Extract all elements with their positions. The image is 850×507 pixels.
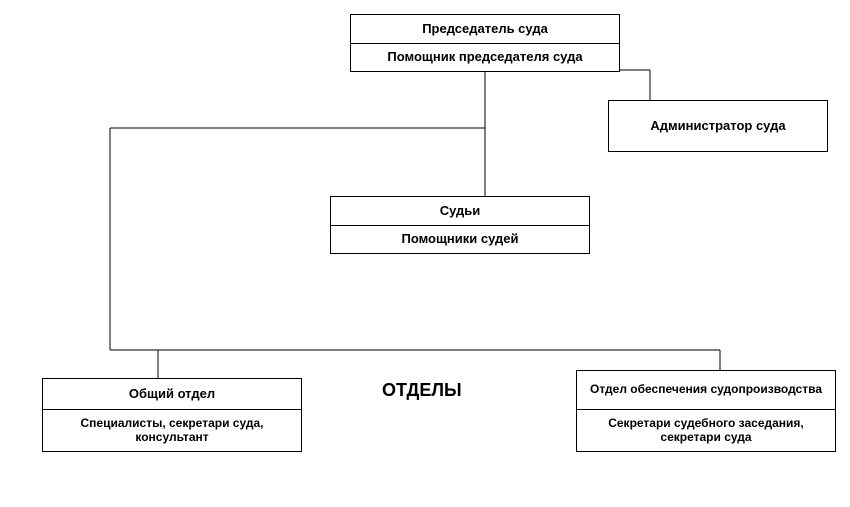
node-administrator-title: Администратор суда <box>609 101 827 151</box>
node-general-dept-sub: Специалисты, секретари суда, консультант <box>43 409 301 451</box>
node-judges: Судьи Помощники судей <box>330 196 590 254</box>
node-chairman-title: Председатель суда <box>351 15 619 43</box>
node-proceedings-dept-sub: Секретари судебного заседания, секретари… <box>577 409 835 451</box>
node-chairman-sub: Помощник председателя суда <box>351 43 619 71</box>
node-chairman: Председатель суда Помощник председателя … <box>350 14 620 72</box>
section-label-departments: ОТДЕЛЫ <box>382 380 462 401</box>
node-general-dept-title: Общий отдел <box>43 379 301 409</box>
node-proceedings-dept: Отдел обеспечения судопроизводства Секре… <box>576 370 836 452</box>
node-judges-sub: Помощники судей <box>331 225 589 253</box>
node-general-dept: Общий отдел Специалисты, секретари суда,… <box>42 378 302 452</box>
org-chart-canvas: Председатель суда Помощник председателя … <box>0 0 850 507</box>
node-proceedings-dept-title: Отдел обеспечения судопроизводства <box>577 371 835 409</box>
node-judges-title: Судьи <box>331 197 589 225</box>
node-administrator: Администратор суда <box>608 100 828 152</box>
